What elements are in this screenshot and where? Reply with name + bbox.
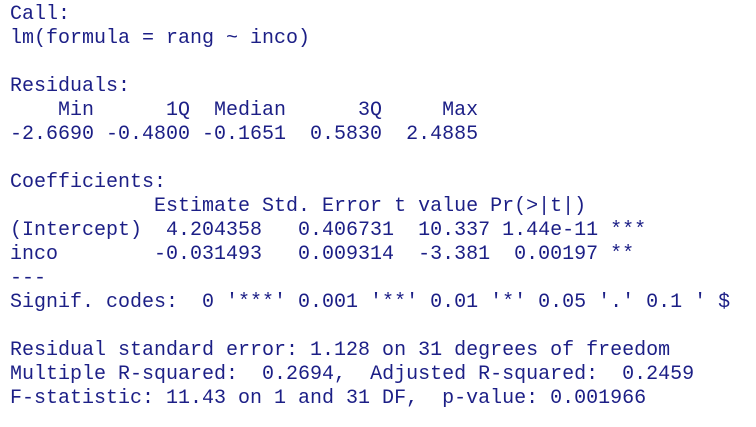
console-line: F-statistic: 11.43 on 1 and 31 DF, p-val…	[10, 387, 647, 410]
console-line: ---	[10, 267, 47, 290]
console-line: Residual standard error: 1.128 on 31 deg…	[10, 339, 671, 362]
residuals-block: Residuals: Min 1Q Median 3Q Max -2.6690 …	[10, 75, 756, 147]
console-line: -2.6690 -0.4800 -0.1651 0.5830 2.4885	[10, 123, 491, 146]
console-line: Residuals:	[10, 75, 131, 98]
console-line: Signif. codes: 0 '***' 0.001 '**' 0.01 '…	[10, 291, 731, 314]
coefficients-block: Coefficients: Estimate Std. Error t valu…	[10, 171, 756, 315]
console-line: Multiple R-squared: 0.2694, Adjusted R-s…	[10, 363, 707, 386]
console-line: Estimate Std. Error t value Pr(>|t|)	[10, 195, 635, 218]
call-block: Call: lm(formula = rang ~ inco)	[10, 3, 756, 51]
console-line: Coefficients:	[10, 171, 167, 194]
console-line: inco -0.031493 0.009314 -3.381 0.00197 *…	[10, 243, 647, 266]
console-line: lm(formula = rang ~ inco)	[10, 27, 311, 50]
console-line: Call:	[10, 3, 71, 26]
console-line: (Intercept) 4.204358 0.406731 10.337 1.4…	[10, 219, 647, 242]
console-line: Min 1Q Median 3Q Max	[10, 99, 491, 122]
summary-block: Residual standard error: 1.128 on 31 deg…	[10, 339, 756, 411]
